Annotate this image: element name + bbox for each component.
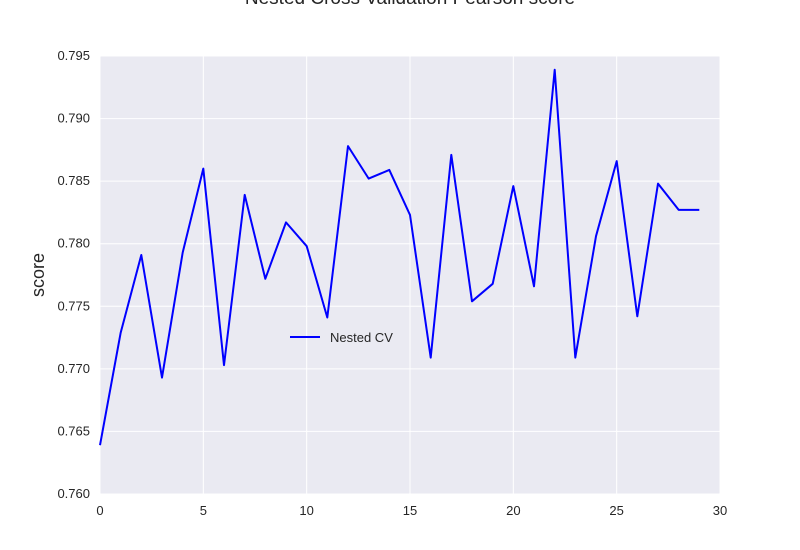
series-group	[99, 68, 700, 446]
x-tick-label: 25	[609, 503, 623, 518]
y-tick-label: 0.775	[57, 298, 90, 313]
series-line-nested-cv	[99, 68, 700, 446]
y-tick-label: 0.765	[57, 423, 90, 438]
legend-label-nested-cv: Nested CV	[330, 330, 393, 345]
grid	[99, 55, 721, 495]
x-axis-ticks: 0 5 10 15 20 25 30	[96, 503, 727, 518]
x-tick-label: 30	[713, 503, 727, 518]
x-tick-label: 10	[299, 503, 313, 518]
x-tick-label: 0	[96, 503, 103, 518]
chart-title: Nested Cross Validation Pearson score	[245, 0, 575, 9]
y-tick-label: 0.770	[57, 361, 90, 376]
y-tick-label: 0.795	[57, 48, 90, 63]
legend: Nested CV	[290, 330, 393, 345]
y-tick-label: 0.780	[57, 236, 90, 251]
y-tick-label: 0.760	[57, 486, 90, 501]
y-tick-label: 0.785	[57, 173, 90, 188]
y-axis-label: score	[28, 253, 48, 297]
y-tick-label: 0.790	[57, 111, 90, 126]
y-axis-ticks: 0.760 0.765 0.770 0.775 0.780 0.785 0.790 0.795	[57, 48, 90, 501]
x-tick-label: 20	[506, 503, 520, 518]
x-tick-label: 15	[403, 503, 417, 518]
x-tick-label: 5	[200, 503, 207, 518]
